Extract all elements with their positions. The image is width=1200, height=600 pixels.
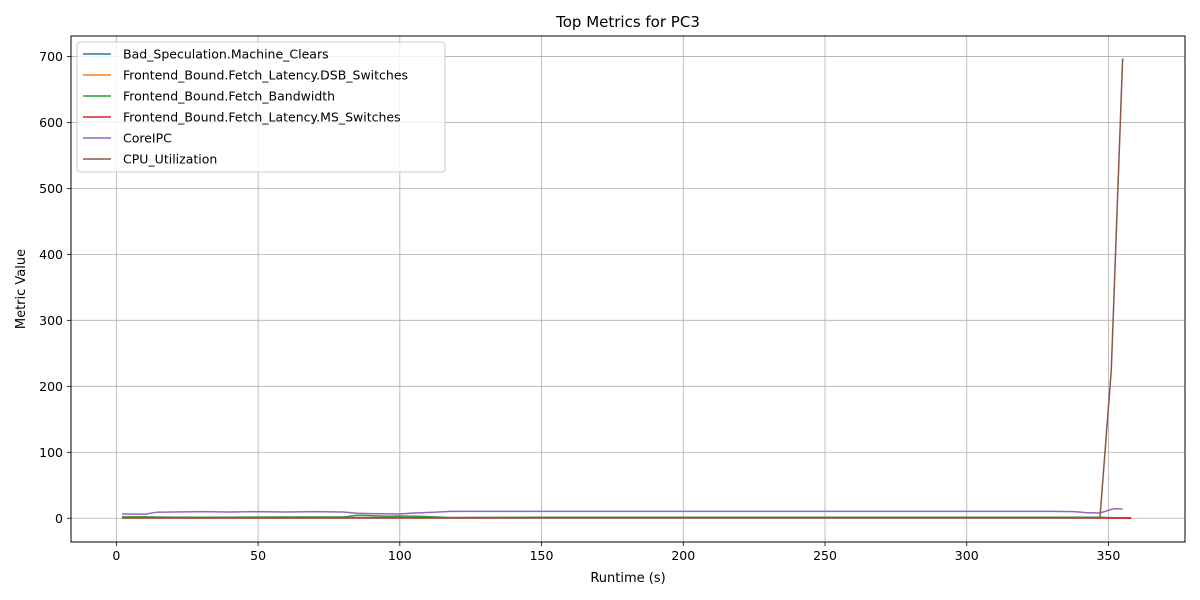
series-layer: [122, 58, 1132, 519]
y-tick-label: 700: [39, 49, 63, 64]
plot-frame: [70, 35, 1186, 543]
legend-entry-label: CoreIPC: [123, 131, 172, 146]
x-tick-label: 350: [1097, 548, 1121, 563]
y-tick-label: 500: [39, 181, 63, 196]
x-tick-label: 100: [388, 548, 412, 563]
x-tick-label: 250: [813, 548, 837, 563]
legend-entry-label: Frontend_Bound.Fetch_Bandwidth: [123, 89, 335, 104]
x-tick-label: 150: [530, 548, 554, 563]
legend-entry-label: Frontend_Bound.Fetch_Latency.DSB_Switche…: [123, 68, 408, 83]
chart-title: Top Metrics for PC3: [555, 13, 700, 31]
x-tick-label: 50: [250, 548, 266, 563]
y-tick-label: 200: [39, 379, 63, 394]
legend-entry-label: Frontend_Bound.Fetch_Latency.MS_Switches: [123, 110, 401, 125]
x-tick-label: 300: [955, 548, 979, 563]
legend-box: [76, 41, 446, 173]
y-axis-label: Metric Value: [14, 249, 29, 329]
legend: Bad_Speculation.Machine_Clears Frontend_B…: [76, 41, 446, 173]
x-tick-label: 0: [112, 548, 120, 563]
grid-layer: [71, 36, 1185, 542]
x-tick-label: 200: [671, 548, 695, 563]
tick-layer: 0 50 100 150 200 250 300 350 0 100 200 300 400 500 600…: [39, 49, 1120, 563]
x-axis-label: Runtime (s): [590, 571, 665, 586]
y-tick-label: 400: [39, 247, 63, 262]
legend-entry-label: CPU_Utilization: [123, 152, 217, 167]
y-tick-label: 600: [39, 115, 63, 130]
series-line-cpu-utilization: [122, 58, 1124, 519]
series-line-coreipc: [122, 507, 1123, 516]
legend-entry-label: Bad_Speculation.Machine_Clears: [123, 47, 329, 62]
y-tick-label: 100: [39, 445, 63, 460]
y-tick-label: 300: [39, 313, 63, 328]
y-tick-label: 0: [55, 511, 63, 526]
